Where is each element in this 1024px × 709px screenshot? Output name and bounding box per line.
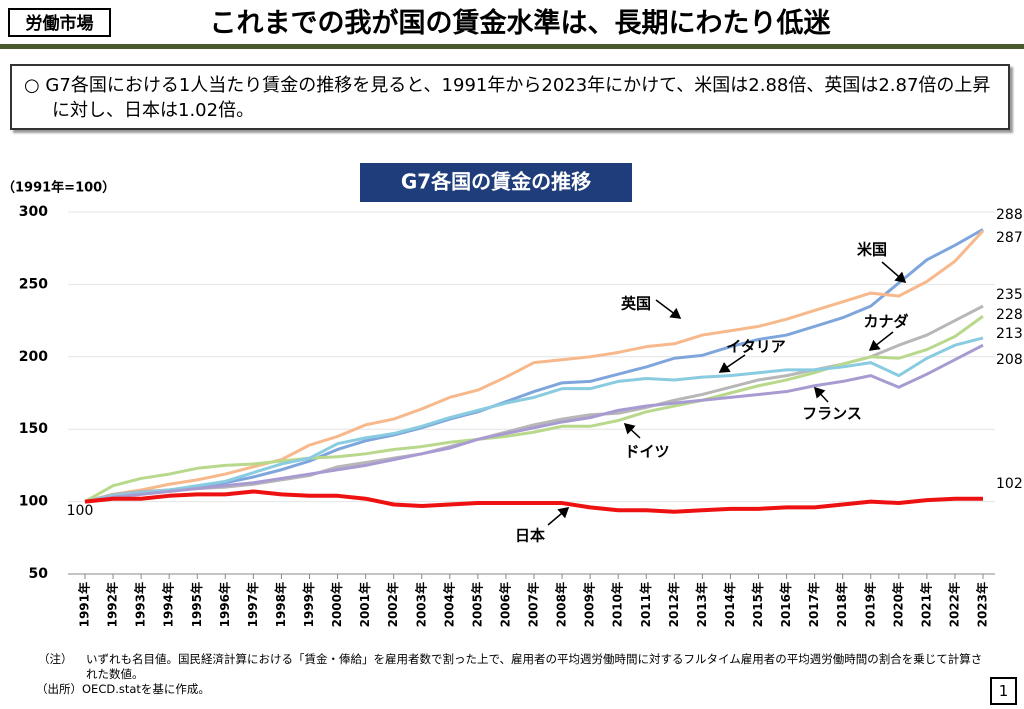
y-tick-label: 50 bbox=[29, 566, 49, 582]
x-tick-label: 2001年 bbox=[357, 582, 372, 627]
x-tick-label: 2014年 bbox=[722, 582, 737, 627]
x-tick-label: 2017年 bbox=[806, 582, 821, 627]
series-label: 英国 bbox=[621, 295, 651, 313]
x-tick-label: 1995年 bbox=[189, 582, 204, 627]
x-tick-label: 2003年 bbox=[413, 582, 428, 627]
slide-title: これまでの我が国の賃金水準は、長期にわたり低迷 bbox=[209, 8, 831, 39]
x-tick-label: 2011年 bbox=[638, 582, 653, 627]
series-label: ドイツ bbox=[624, 443, 669, 461]
note-row: （注） いずれも名目値。国民経済計算における「賃金・俸給」を雇用者数で割った上で、… bbox=[38, 652, 988, 682]
note-label: （注） bbox=[38, 652, 73, 666]
x-tick-label: 1992年 bbox=[105, 582, 120, 627]
end-value-label: 288 bbox=[996, 207, 1023, 223]
x-tick-label: 2019年 bbox=[862, 582, 877, 627]
end-value-label: 287 bbox=[996, 230, 1023, 246]
note-text: いずれも名目値。国民経済計算における「賃金・俸給」を雇用者数で割った上で、雇用者… bbox=[86, 652, 983, 681]
x-tick-label: 2021年 bbox=[918, 582, 933, 627]
y-tick-label: 100 bbox=[19, 494, 48, 510]
label-arrow bbox=[868, 331, 894, 351]
series-label: フランス bbox=[802, 405, 862, 423]
x-tick-label: 1994年 bbox=[161, 582, 176, 627]
chart-title-box bbox=[360, 163, 632, 202]
notes: （注） いずれも名目値。国民経済計算における「賃金・俸給」を雇用者数で割った上で、… bbox=[36, 652, 988, 697]
start-value-label: 100 bbox=[67, 503, 94, 519]
x-tick-label: 1996年 bbox=[217, 582, 232, 627]
x-tick-label: 2009年 bbox=[582, 582, 597, 627]
page-number: 1 bbox=[990, 677, 1017, 705]
x-tick-label: 1991年 bbox=[77, 582, 92, 627]
x-tick-label: 2007年 bbox=[526, 582, 541, 627]
series-line bbox=[84, 489, 983, 514]
label-arrow bbox=[813, 386, 829, 403]
x-tick-label: 2004年 bbox=[441, 582, 456, 627]
title-rule bbox=[0, 44, 1024, 49]
label-arrow bbox=[881, 261, 907, 283]
x-tick-label: 2022年 bbox=[946, 582, 961, 627]
series-label: カナダ bbox=[863, 313, 908, 331]
end-value-label: 228 bbox=[996, 307, 1023, 323]
summary-box: ○ G7各国における1人当たり賃金の推移を見ると、1991年から2023年にかけ… bbox=[10, 64, 1010, 130]
series-line bbox=[84, 336, 984, 504]
y-tick-label: 200 bbox=[19, 349, 48, 365]
series-line bbox=[84, 343, 984, 504]
series-label: 日本 bbox=[515, 527, 545, 545]
x-tick-label: 2005年 bbox=[469, 582, 484, 627]
end-value-label: 208 bbox=[996, 352, 1023, 368]
x-tick-label: 1999年 bbox=[301, 582, 316, 627]
series-label: 米国 bbox=[857, 241, 887, 259]
label-arrow bbox=[623, 422, 641, 439]
y-tick-label: 150 bbox=[19, 421, 48, 437]
series-line bbox=[84, 228, 984, 504]
x-tick-label: 1997年 bbox=[245, 582, 260, 627]
x-tick-label: 2013年 bbox=[694, 582, 709, 627]
series-label: イタリア bbox=[726, 338, 785, 356]
x-tick-label: 1998年 bbox=[273, 582, 288, 627]
x-tick-label: 1993年 bbox=[133, 582, 148, 627]
x-tick-label: 2023年 bbox=[975, 582, 990, 627]
label-arrow bbox=[547, 507, 570, 526]
x-tick-label: 2012年 bbox=[666, 582, 681, 627]
x-tick-label: 2006年 bbox=[497, 582, 512, 627]
y-tick-label: 300 bbox=[19, 204, 48, 220]
end-value-label: 102 bbox=[996, 476, 1023, 492]
y-tick-label: 250 bbox=[19, 276, 48, 292]
section-tag: 労働市場 bbox=[8, 8, 111, 37]
x-tick-label: 2002年 bbox=[385, 582, 400, 627]
source: （出所）OECD.statを基に作成。 bbox=[36, 682, 210, 696]
chart-title: G7各国の賃金の推移 bbox=[401, 170, 591, 194]
series-line bbox=[84, 229, 985, 504]
x-tick-label: 2016年 bbox=[778, 582, 793, 627]
x-tick-label: 2008年 bbox=[554, 582, 569, 627]
x-tick-label: 2010年 bbox=[610, 582, 625, 627]
y-axis-label: （1991年=100） bbox=[2, 180, 115, 196]
x-tick-label: 2000年 bbox=[329, 582, 344, 627]
x-tick-label: 2015年 bbox=[750, 582, 765, 627]
label-arrow bbox=[718, 354, 746, 373]
x-tick-label: 2020年 bbox=[890, 582, 905, 627]
label-arrow bbox=[655, 299, 682, 319]
end-value-label: 235 bbox=[996, 287, 1023, 303]
end-value-label: 213 bbox=[996, 326, 1023, 342]
x-tick-label: 2018年 bbox=[834, 582, 849, 627]
